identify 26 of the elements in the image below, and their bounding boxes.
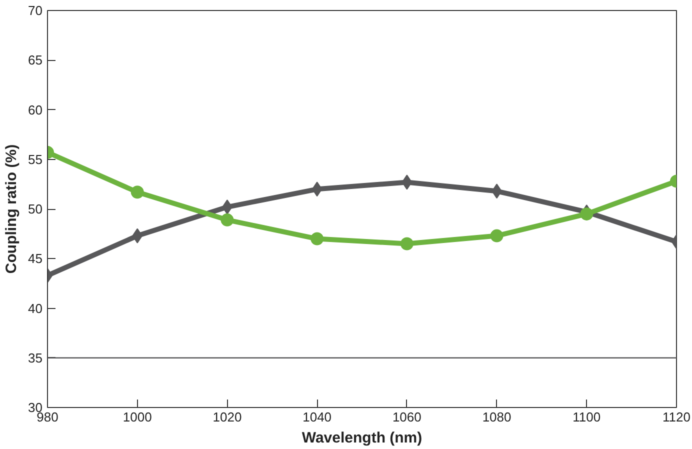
y-tick-label: 35 <box>28 350 43 366</box>
point <box>220 213 234 226</box>
point <box>310 232 324 246</box>
point <box>402 174 412 190</box>
point <box>400 237 414 250</box>
x-tick-label: 1080 <box>482 410 512 424</box>
y-tick-label: 70 <box>28 3 43 18</box>
y-tick-label: 45 <box>28 251 43 266</box>
x-tick-label: 1120 <box>662 410 690 424</box>
x-tick-label: 1060 <box>392 410 422 424</box>
x-tick-label: 1020 <box>212 410 242 424</box>
point <box>312 182 322 197</box>
x-axis-title: Wavelength (nm) <box>302 430 422 446</box>
point <box>132 228 143 244</box>
y-tick-label: 55 <box>28 152 43 167</box>
y-tick-label: 60 <box>28 102 43 118</box>
point <box>580 207 594 220</box>
y-tick-label: 65 <box>28 52 43 68</box>
y-tick-label: 50 <box>28 202 43 216</box>
x-tick-label: 1040 <box>302 410 332 424</box>
y-tick-label: 40 <box>28 300 43 316</box>
y-axis-title: Coupling ratio (%) <box>3 144 20 274</box>
x-tick-label: 1000 <box>122 410 152 424</box>
point <box>130 186 144 199</box>
x-tick-label: 1100 <box>572 410 601 424</box>
point <box>490 229 504 242</box>
